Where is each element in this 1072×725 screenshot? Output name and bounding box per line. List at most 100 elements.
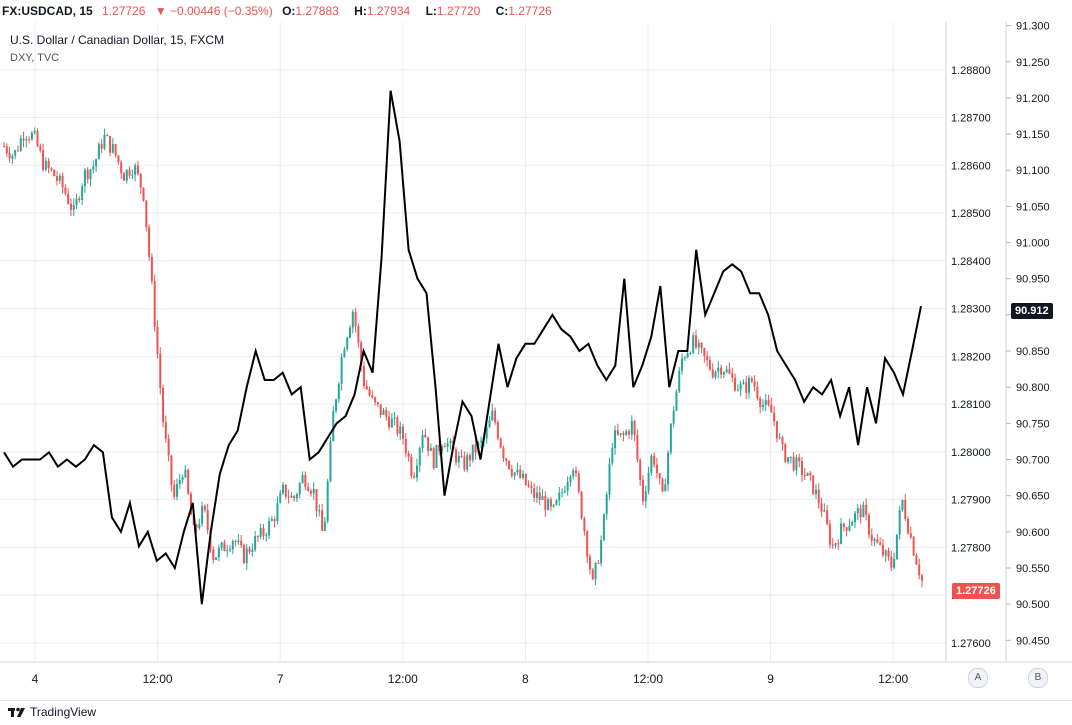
candle-body bbox=[669, 423, 672, 453]
candle-body bbox=[558, 492, 561, 501]
candle-body bbox=[167, 438, 170, 456]
candle-body bbox=[792, 456, 795, 471]
usdcad-tick-label: 1.28800 bbox=[951, 65, 991, 77]
candle-body bbox=[901, 499, 904, 510]
candle-body bbox=[820, 503, 823, 512]
candle-body bbox=[44, 160, 47, 170]
candle-body bbox=[287, 496, 290, 498]
candle-body bbox=[703, 348, 706, 357]
candle-body bbox=[427, 437, 430, 451]
price-chart[interactable]: 1.28800 1.28700 1.28600 1.28500 1.28400 1.283… bbox=[0, 0, 1072, 700]
candle-body bbox=[95, 159, 98, 167]
candle-body bbox=[142, 187, 145, 201]
candle-body bbox=[739, 384, 742, 390]
candle-body bbox=[42, 150, 45, 170]
candle-body bbox=[312, 489, 315, 494]
candle-body bbox=[441, 446, 444, 452]
auto-scale-button[interactable]: A bbox=[968, 668, 988, 688]
candle-body bbox=[396, 417, 399, 434]
candle-body bbox=[332, 410, 335, 442]
candle-body bbox=[750, 378, 753, 382]
overlay-scale-button[interactable]: B bbox=[1028, 668, 1048, 688]
candle-body bbox=[555, 500, 558, 505]
candle-body bbox=[217, 547, 220, 558]
candle-body bbox=[348, 327, 351, 338]
candle-body bbox=[681, 358, 684, 371]
candle-body bbox=[466, 455, 469, 470]
symbol-label[interactable]: FX:USDCAD, 15 bbox=[2, 4, 93, 18]
candle-body bbox=[360, 342, 363, 366]
candle-body bbox=[53, 169, 56, 177]
candle-body bbox=[683, 357, 686, 359]
candle-body bbox=[457, 455, 460, 463]
legend-overlay-series[interactable]: DXY, TVC bbox=[10, 52, 60, 64]
candle-body bbox=[767, 400, 770, 405]
candle-body bbox=[823, 510, 826, 512]
candle-body bbox=[591, 569, 594, 580]
candle-body bbox=[156, 326, 159, 354]
candle-body bbox=[148, 227, 151, 257]
candle-body bbox=[206, 510, 209, 531]
candle-body bbox=[318, 510, 321, 512]
candle-body bbox=[159, 353, 162, 389]
candle-body bbox=[11, 155, 14, 159]
candle-body bbox=[279, 493, 282, 503]
candle-body bbox=[851, 522, 854, 526]
candle-body bbox=[770, 404, 773, 413]
candle-body bbox=[706, 356, 709, 361]
candle-body bbox=[301, 474, 304, 484]
candle-body bbox=[480, 440, 483, 443]
candle-body bbox=[837, 543, 840, 545]
candle-body bbox=[834, 543, 837, 546]
last-price: 1.27726 bbox=[102, 4, 146, 18]
candle-body bbox=[307, 486, 310, 491]
candle-body bbox=[605, 494, 608, 515]
candle-body bbox=[75, 198, 78, 205]
candle-body bbox=[443, 446, 446, 448]
open-label: O:1.27883 bbox=[282, 4, 339, 18]
dxy-tick-label: 90.650 bbox=[1016, 491, 1050, 503]
candle-body bbox=[357, 326, 360, 343]
candle-body bbox=[611, 448, 614, 464]
legend-main-series[interactable]: U.S. Dollar / Canadian Dollar, 15, FXCM bbox=[10, 33, 225, 47]
candle-body bbox=[563, 490, 566, 493]
usdcad-tick-label: 1.28600 bbox=[951, 160, 991, 172]
candle-body bbox=[284, 484, 287, 497]
dxy-tick-label: 91.250 bbox=[1016, 57, 1050, 69]
candle-body bbox=[122, 173, 125, 181]
candle-body bbox=[237, 540, 240, 542]
dxy-tick-label: 91.000 bbox=[1016, 238, 1050, 250]
candle-body bbox=[865, 504, 868, 515]
candle-body bbox=[625, 431, 628, 436]
usdcad-tick-label: 1.28700 bbox=[951, 113, 991, 125]
time-axis[interactable]: 4 12:00 7 12:00 8 12:00 9 12:00 bbox=[32, 672, 909, 686]
candle-body bbox=[597, 562, 600, 564]
candle-body bbox=[711, 369, 714, 378]
candle-body bbox=[784, 444, 787, 462]
candle-body bbox=[282, 484, 285, 494]
candle-body bbox=[471, 444, 474, 461]
candle-body bbox=[879, 542, 882, 545]
candle-body bbox=[72, 204, 75, 210]
candle-body bbox=[608, 463, 611, 495]
candle-body bbox=[575, 470, 578, 474]
candle-body bbox=[56, 176, 59, 181]
candle-body bbox=[402, 426, 405, 439]
candle-body bbox=[761, 405, 764, 407]
candle-body bbox=[653, 455, 656, 465]
dxy-price-axis[interactable]: 91.300 91.250 91.200 91.150 91.100 91.050 91.0… bbox=[1006, 21, 1050, 648]
candle-body bbox=[918, 564, 921, 576]
candle-body bbox=[904, 499, 907, 519]
candle-body bbox=[67, 193, 70, 204]
candle-body bbox=[636, 435, 639, 460]
candle-body bbox=[547, 499, 550, 510]
usdcad-last-price-tag: 1.27726 bbox=[952, 583, 1000, 599]
candle-body bbox=[873, 539, 876, 541]
candle-body bbox=[184, 469, 187, 478]
candle-body bbox=[376, 402, 379, 405]
candle-body bbox=[259, 527, 262, 537]
candle-body bbox=[491, 410, 494, 421]
tradingview-logo[interactable]: TradingView bbox=[8, 705, 96, 719]
candle-body bbox=[429, 448, 432, 451]
dxy-tick-label: 90.600 bbox=[1016, 527, 1050, 539]
